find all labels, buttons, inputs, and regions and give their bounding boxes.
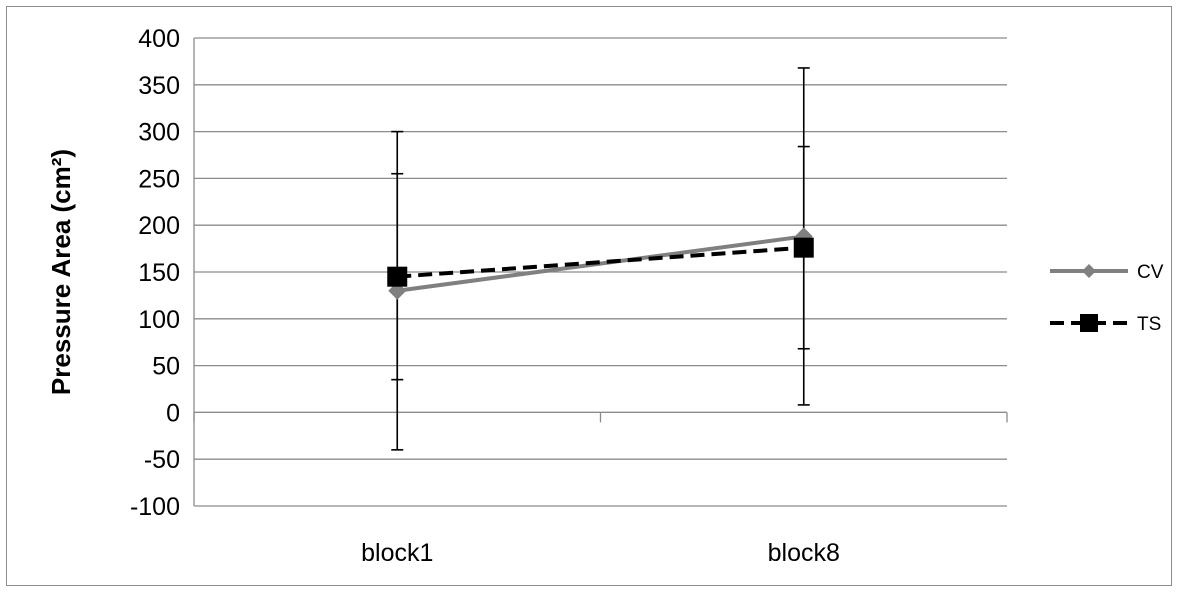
y-tick-label: 0 [166, 399, 180, 427]
series-line-ts [397, 245, 804, 279]
data-point-ts [793, 237, 814, 258]
y-tick-label: -50 [144, 446, 180, 474]
y-tick-label: 150 [138, 259, 180, 287]
legend-label-cv: CV [1137, 262, 1164, 283]
y-tick-label: 200 [138, 212, 180, 240]
markers [387, 227, 814, 300]
y-axis-label: Pressure Area (cm²) [46, 149, 76, 395]
legend-marker-cv [1082, 264, 1096, 278]
y-tick-label: 100 [138, 306, 180, 334]
y-tick-label: 350 [138, 72, 180, 100]
y-tick-label: 400 [138, 25, 180, 53]
error-bars [391, 67, 810, 451]
axes: -100 -50 0 50 100 150 200 250 300 350 400 block1 blo… [130, 25, 1008, 567]
data-point-ts [387, 266, 408, 287]
grid-lines [194, 37, 1007, 507]
series-line-cv [396, 234, 805, 293]
series-layer [396, 234, 805, 293]
legend-label-ts: TS [1137, 314, 1161, 335]
chart-frame [6, 6, 1172, 586]
x-tick-label: block8 [768, 539, 840, 567]
y-tick-label: 50 [152, 353, 180, 381]
x-tick-label: block1 [361, 539, 433, 567]
y-tick-label: -100 [130, 493, 180, 521]
y-tick-label: 300 [138, 119, 180, 147]
y-tick-label: 250 [138, 165, 180, 193]
legend-marker-ts [1080, 314, 1098, 332]
legend: CV TS [1050, 262, 1164, 335]
